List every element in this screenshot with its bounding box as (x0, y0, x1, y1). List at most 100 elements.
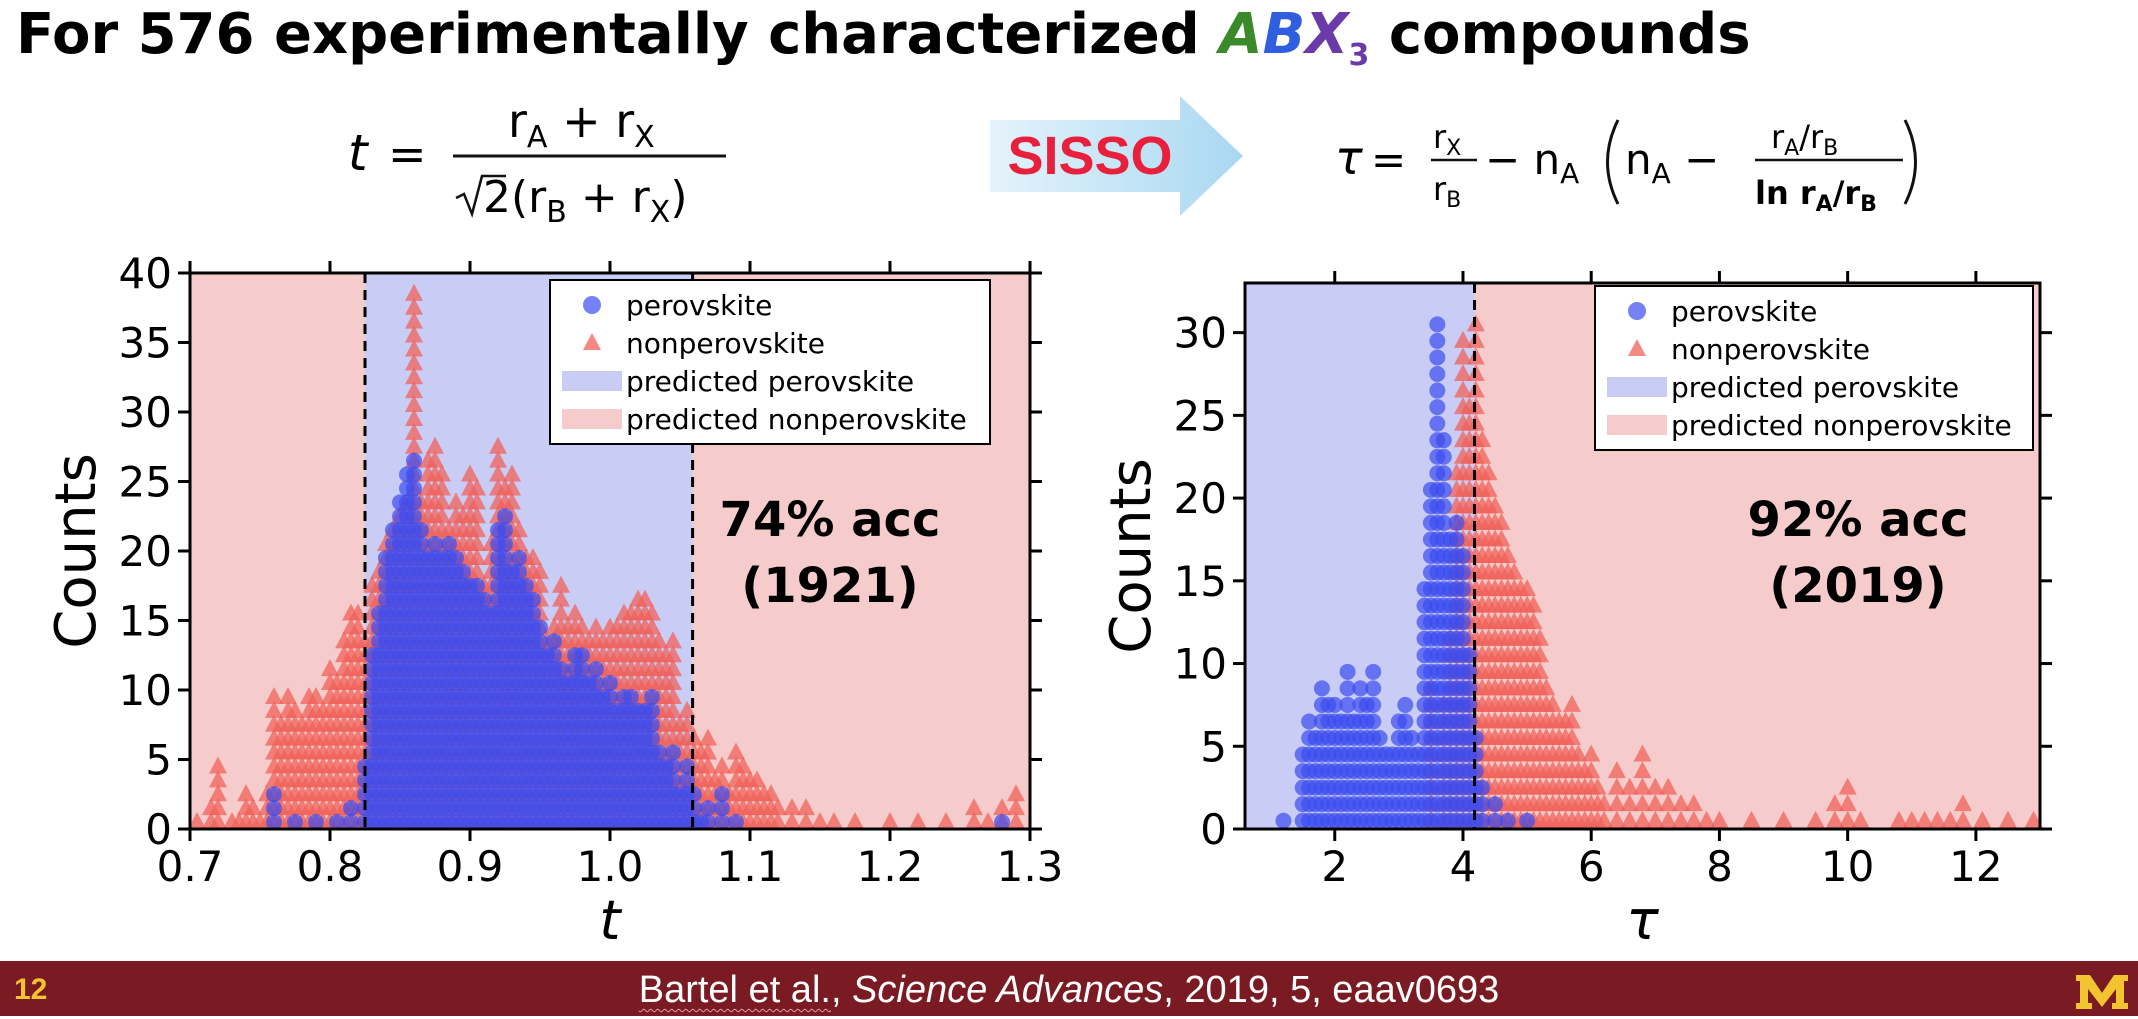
nonperovskite-point (405, 297, 423, 315)
nonperovskite-point (1659, 794, 1678, 812)
nonperovskite-point (1851, 810, 1870, 828)
perovskite-point (602, 675, 618, 692)
nonperovskite-point (1473, 430, 1492, 448)
perovskite-point (1454, 548, 1471, 564)
svg-text:=: = (1371, 135, 1406, 184)
perovskite-point (1365, 713, 1382, 730)
nonperovskite-point (643, 603, 661, 621)
nonperovskite-point (1537, 678, 1556, 696)
sisso-label: SISSO (1007, 126, 1173, 186)
nonperovskite-point (797, 812, 815, 830)
perovskite-markers (1275, 316, 1536, 829)
x-tick-label: 0.7 (157, 842, 224, 891)
perovskite-point (1487, 812, 1504, 829)
perovskite-point (532, 619, 548, 636)
nonperovskite-point (1684, 794, 1703, 812)
nonperovskite-point (209, 756, 227, 774)
nonperovskite-point (762, 784, 780, 802)
y-tick-label: 20 (1174, 474, 1227, 523)
university-m-logo-icon (2076, 975, 2128, 1009)
nonperovskite-point (1697, 810, 1716, 828)
perovskite-point (553, 661, 569, 678)
legend-perovskite-marker (583, 296, 601, 314)
nonperovskite-point (1838, 810, 1857, 828)
chart-legend: perovskite nonperovskite predicted perovsk… (1594, 285, 2034, 451)
x-tick-label: 1.1 (717, 842, 784, 891)
perovskite-point (469, 577, 485, 594)
nonperovskite-point (433, 478, 451, 496)
title-letter-b: B (1262, 2, 1306, 67)
accuracy-annotation: 92% acc (1748, 492, 1969, 548)
axes-frame (1243, 281, 2042, 831)
perovskite-point (1339, 696, 1356, 713)
y-tick-label: 40 (119, 249, 172, 298)
nonperovskite-point (1007, 784, 1025, 802)
nonperovskite-point (244, 798, 262, 816)
nonperovskite-point (664, 631, 682, 649)
nonperovskite-point (909, 812, 927, 830)
y-tick-label: 10 (1174, 640, 1227, 689)
nonperovskite-point (664, 659, 682, 677)
perovskite-point (546, 647, 562, 664)
perovskite-point (266, 786, 282, 803)
nonperovskite-point (1825, 810, 1844, 828)
nonperovskite-point (1684, 810, 1703, 828)
nonperovskite-point (1562, 711, 1581, 729)
perovskite-point (343, 800, 359, 817)
nonperovskite-point (503, 492, 521, 510)
nonperovskite-point (307, 686, 325, 704)
perovskite-point (406, 494, 422, 511)
nonperovskite-point (825, 812, 843, 830)
nonperovskite-point (783, 798, 801, 816)
tolerance-factor-histogram: 0.7 0.8 0.9 1.0 1.1 1.2 1.3 0 5 10 15 20 25 30 35 40 t Co… (44, 249, 1063, 952)
nonperovskite-point (489, 450, 507, 468)
perovskite-point (525, 591, 541, 608)
nonperovskite-point (405, 367, 423, 385)
perovskite-point (343, 814, 359, 831)
nonperovskite-point (1633, 810, 1652, 828)
nonperovskite-point (1453, 380, 1472, 398)
nonperovskite-point (1633, 761, 1652, 779)
perovskite-point (1435, 432, 1452, 449)
perovskite-point (602, 688, 618, 705)
sisso-arrow: SISSO (990, 96, 1245, 216)
perovskite-point (1474, 796, 1491, 813)
nonperovskite-point (1518, 579, 1537, 597)
perovskite-point (497, 549, 513, 566)
nonperovskite-point (636, 589, 654, 607)
perovskite-point (728, 814, 744, 831)
legend-box (1594, 285, 2034, 451)
nonperovskite-point (552, 603, 570, 621)
perovskite-point (1435, 498, 1452, 515)
nonperovskite-point (209, 770, 227, 788)
nonperovskite-point (846, 812, 864, 830)
perovskite-point (1275, 812, 1292, 829)
nonperovskite-point (1588, 777, 1607, 795)
perovskite-point (574, 661, 590, 678)
nonperovskite-point (489, 436, 507, 454)
nonperovskite-point (1524, 595, 1543, 613)
nonperovskite-point (713, 770, 731, 788)
perovskite-point (1365, 663, 1382, 680)
perovskite-point (1371, 730, 1388, 746)
nonperovskite-point (664, 700, 682, 718)
nonperovskite-point (587, 617, 605, 635)
perovskite-point (441, 536, 457, 553)
svg-text:rA + rX: rA + rX (508, 94, 655, 155)
legend-perovskite-marker (1628, 302, 1646, 320)
nonperovskite-point (664, 686, 682, 704)
nonperovskite-point (1479, 479, 1498, 497)
nonperovskite-point (965, 812, 983, 830)
nonperovskite-point (405, 381, 423, 399)
tolerance-factor-formula: t = rA + rX 2(rB + rX) (348, 90, 748, 230)
nonperovskite-point (503, 464, 521, 482)
perovskite-point (1448, 514, 1465, 531)
nonperovskite-point (1633, 794, 1652, 812)
y-tick-label: 0 (1200, 805, 1227, 854)
perovskite-markers (266, 452, 1010, 831)
x-tick-label: 8 (1706, 842, 1733, 891)
nonperovskite-point (531, 561, 549, 579)
nonperovskite-point (2024, 810, 2043, 828)
nonperovskite-point (433, 492, 451, 510)
perovskite-point (1487, 796, 1504, 813)
